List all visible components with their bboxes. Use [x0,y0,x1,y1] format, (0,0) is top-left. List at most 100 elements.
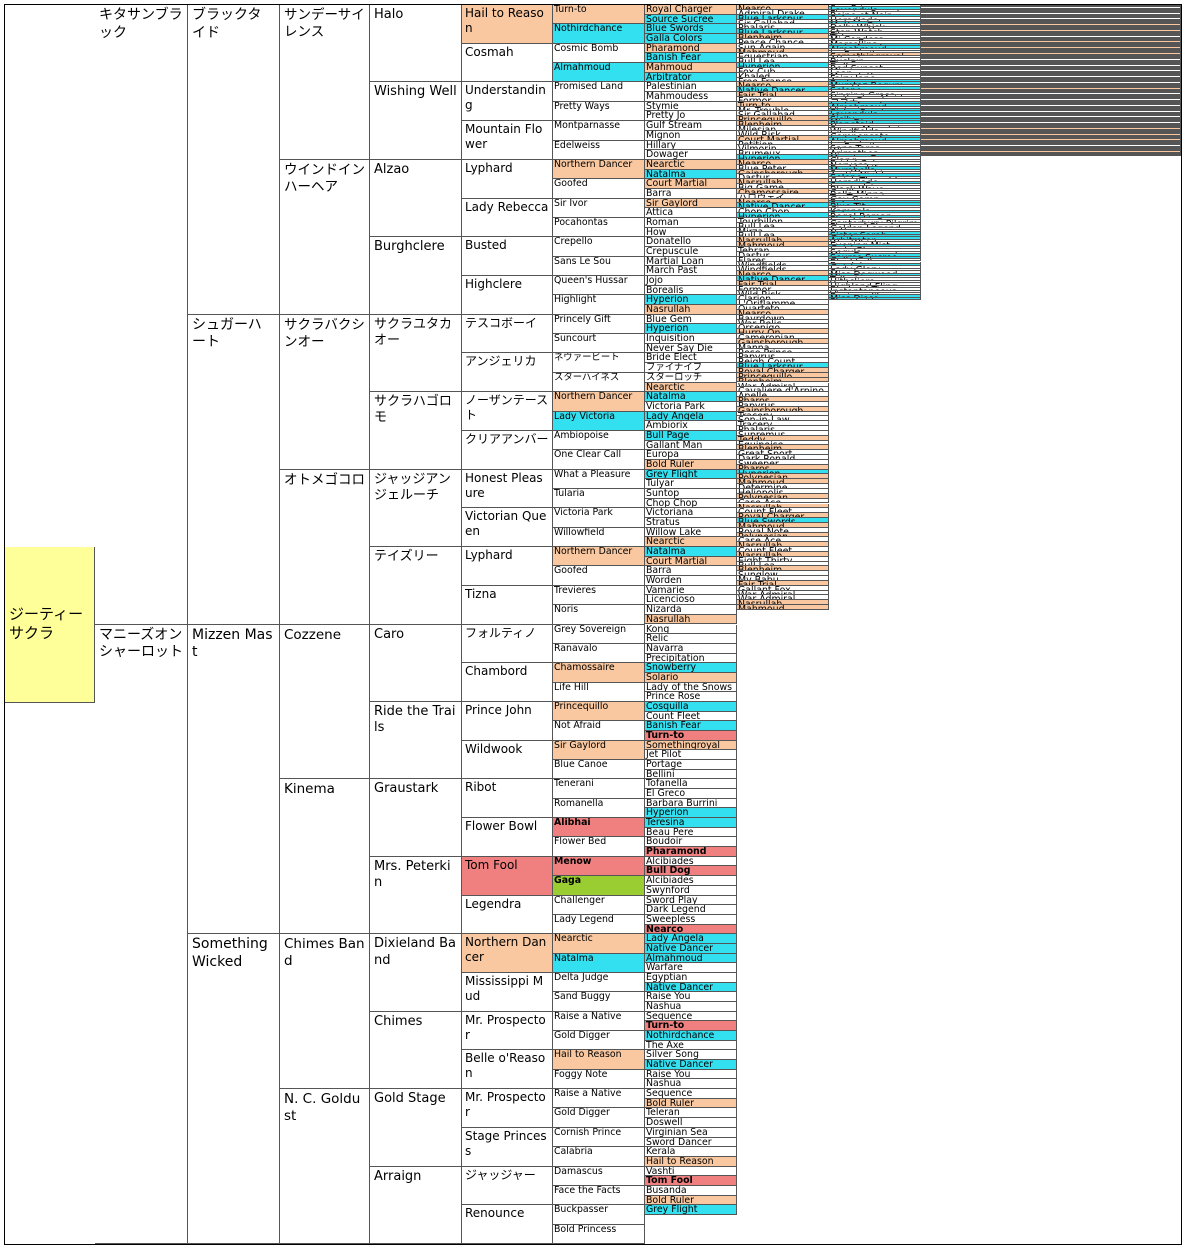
ancestor-gen10: Nearco [921,129,1181,131]
ancestor-name: Count Fleet [737,547,828,551]
ancestor-gen5: Stage Princess [462,1127,553,1167]
ancestor-name: Blackball [829,259,920,260]
ancestor-gen10: Hurry On [921,87,1181,89]
ancestor-name: Northern Dancer [554,159,633,170]
ancestor-gen9: Winona [829,147,921,151]
ancestor-gen8: Royal Charger [737,367,829,373]
ancestor-gen7: Europa [645,450,737,460]
ancestor-name: Attica [646,208,674,218]
ancestor-gen10: Polynesian [921,72,1181,74]
ancestor-gen9: Somethingroyal [829,53,921,56]
ancestor-gen6: Highlight [553,295,645,315]
ancestor-name: Lady Angela [829,44,920,45]
ancestor-name: Inquisition [646,334,695,344]
ancestor-name: Montparnasse [554,121,621,131]
ancestor-name: Geisha [829,245,920,246]
ancestor-gen7: Busanda [645,1185,737,1196]
ancestor-gen9: Bridal Colors [829,159,921,163]
ancestor-name: Blenheim [737,445,828,449]
ancestor-name: Snow Bunny [829,39,920,40]
ancestor-gen9: Beadah [829,261,921,264]
ancestor-name: Golden Legend [829,225,920,226]
ancestor-name: Chamossaire [737,189,828,193]
ancestor-gen9: Lavendula [829,7,921,10]
ancestor-gen7: Relic [645,634,737,644]
ancestor-name: Palestinian [646,82,697,93]
ancestor-gen9: Neocracy [829,123,921,126]
ancestor-name: Jojo [646,276,663,286]
ancestor-gen8: Gainsborough [737,169,829,175]
ancestor-gen9: Herodiade [829,17,921,20]
ancestor-name: Never Say Die [646,343,713,354]
ancestor-gen10: Blenheim [921,64,1181,66]
ancestor-gen6: Victoria Park [553,508,645,528]
ancestor-name: Polynesian [737,533,828,537]
ancestor-gen6: Foggy Note [553,1069,645,1090]
ancestor-gen8: Mahmoud [737,605,829,610]
ancestor-gen6: Goofed [553,179,645,199]
ancestor-gen8: Blue Larkspur [737,363,829,368]
ancestor-gen9: Stop Watch [829,29,921,32]
ancestor-name: Flower Bowl [465,819,538,834]
ancestor-gen10: Pharos [921,24,1181,26]
ancestor-name: Arbitrator [646,72,692,83]
ancestor-name: Understanding [465,83,546,113]
ancestor-gen7: Suntop [645,488,737,499]
ancestor-gen10: Phalaris [921,103,1181,105]
ancestor-gen10: Flares [921,55,1181,58]
ancestor-gen7: Victoriana [645,508,737,519]
ancestor-name: Instantaneous [829,49,920,50]
ancestor-name: Turn-to [737,102,828,106]
ancestor-name: Grey Flight [646,469,698,480]
ancestor-gen6: Menow [553,856,645,877]
ancestor-name: Bull Lea [737,232,828,236]
ancestor-gen7: Hillary [645,140,737,151]
ancestor-name: Crepuscule [646,246,699,257]
ancestor-name: Royal Charger [737,513,828,517]
ancestor-gen5: Belle o'Reason [462,1050,553,1090]
ancestor-name: Arbitrator [829,237,920,238]
ancestor-name: Segula [829,269,920,270]
ancestor-gen9: Clang [829,157,921,160]
ancestor-gen10: Ajax [921,112,1181,114]
ancestor-gen10: Teddy [921,138,1181,140]
ancestor-gen10: Pharos [921,71,1181,73]
ancestor-gen8: War Relic [737,319,829,325]
ancestor-gen8: Hurry On [737,329,829,335]
ancestor-gen7: Borealis [645,285,737,296]
ancestor-gen6: Almahmoud [553,63,645,83]
ancestor-gen6: Hail to Reason [553,1050,645,1070]
ancestor-gen8: Nearco [737,5,829,10]
ancestor-gen7: Lady of the Snows [645,682,737,693]
ancestor-gen7: Kong [645,624,737,635]
ancestor-name: Alcazar [829,114,920,115]
ancestor-name: Bella Minna [829,191,920,192]
ancestor-name: Queen's Hussar [554,276,628,286]
ancestor-name: Northern Dancer [554,547,633,557]
ancestor-gen7: Solario [645,672,737,683]
ancestor-gen6: Pretty Ways [553,101,645,122]
ancestor-name: Borealis [646,285,684,296]
ancestor-name: Son-in-Law [737,416,828,420]
ancestor-name: Heliopolis [737,489,828,493]
ancestor-name: Cavaliere d'Arpino [737,387,828,391]
ancestor-name: Alibhai [554,818,591,828]
ancestor-name: Graustark [374,781,439,797]
ancestor-gen8: Sun Again [737,43,829,49]
ancestor-gen10: Bois Roussel [921,60,1181,62]
ancestor-gen10: Bois Roussel [921,65,1181,67]
ancestor-gen8: Sir Gallahad [737,19,829,25]
ancestor-name: Lady Angela [829,136,920,137]
ancestor-gen10: Phalaris [921,104,1181,106]
ancestor-gen7: Sword Play [645,895,737,906]
ancestor-gen10: Rock Sand [921,109,1181,111]
ancestor-name: Hyperion [646,808,689,818]
ancestor-name: Count Fleet [646,711,701,722]
ancestor-gen8: Sweeper [737,459,829,465]
ancestor-gen7: Almahmoud [645,953,737,964]
ancestor-name: ココナ [829,99,920,100]
ancestor-gen9: Miss Disco [829,273,921,277]
ancestor-gen8: Princequillo [737,372,829,378]
ancestor-gen9: Sister Sarah [829,232,921,235]
ancestor-gen8: War Admiral [737,595,829,601]
